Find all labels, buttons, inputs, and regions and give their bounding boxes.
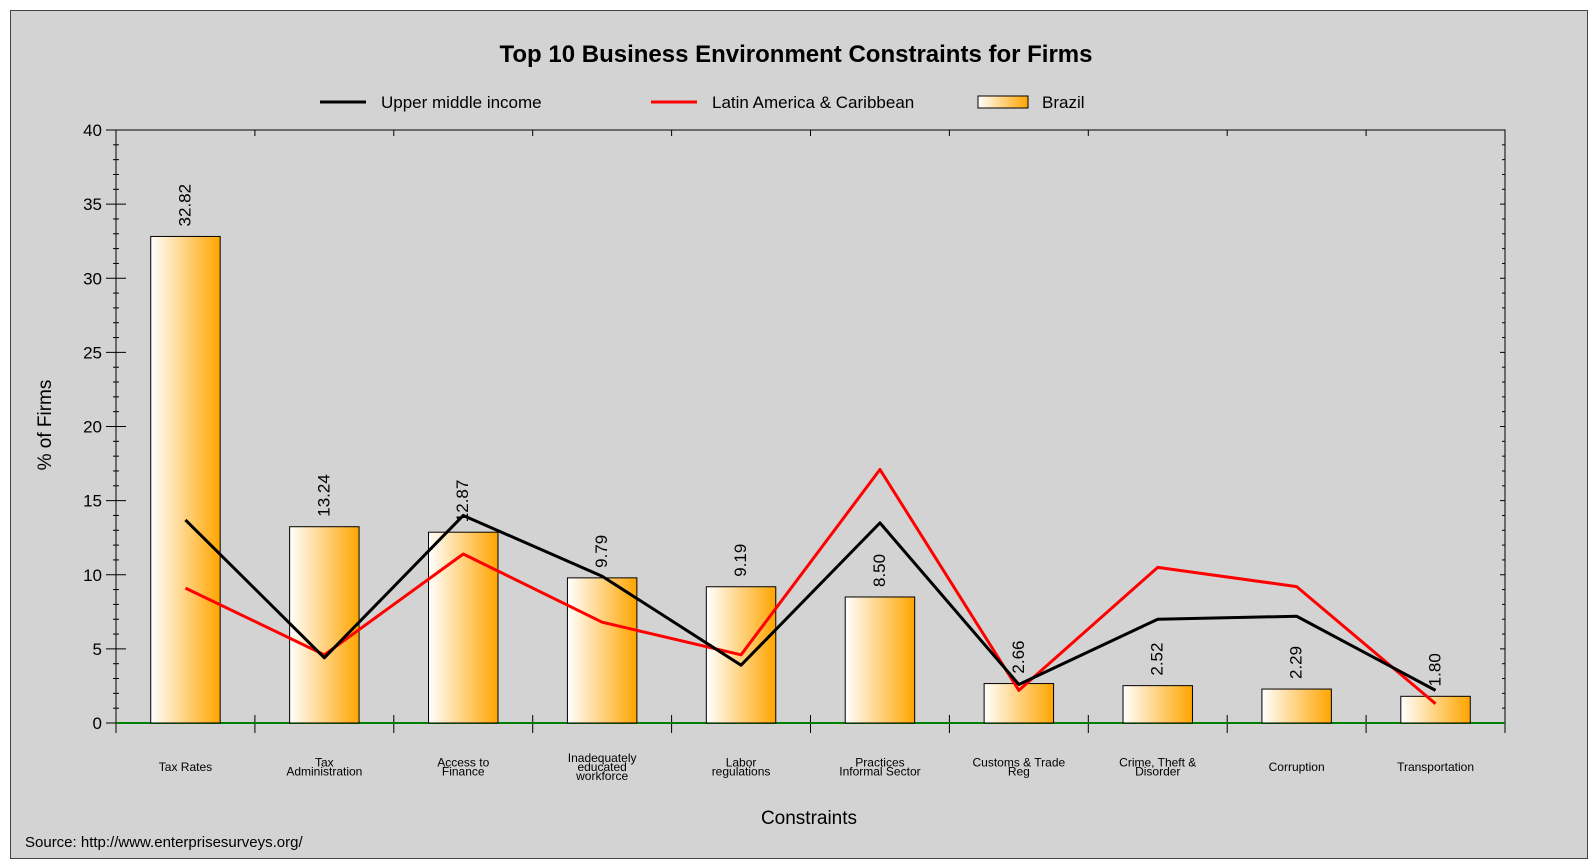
x-tick-label: Customs & Trade (972, 756, 1065, 770)
source-note: Source: http://www.enterprisesurveys.org… (25, 834, 303, 851)
bar-brazil (1122, 685, 1193, 724)
x-tick-label: Tax (315, 756, 334, 770)
y-axis-label: % of Firms (35, 380, 56, 471)
x-tick-label: Informal Sector (839, 765, 920, 779)
bar-data-label: 2.29 (1287, 646, 1306, 679)
legend-label-upper-middle-income: Upper middle income (381, 93, 542, 112)
line-upper-middle-income (184, 513, 1437, 692)
bars (150, 235, 1471, 724)
x-tick-label: educated (577, 760, 626, 774)
legend-label-brazil: Brazil (1042, 93, 1085, 112)
x-tick-label: Reg (1008, 765, 1030, 779)
chart-title: Top 10 Business Environment Constraints … (500, 41, 1093, 68)
chart-svg: Top 10 Business Environment Constraints … (25, 41, 1506, 851)
x-tick-label: Labor (726, 756, 757, 770)
legend-label-latin-america: Latin America & Caribbean (712, 93, 914, 112)
bar-brazil (1261, 688, 1332, 724)
x-tick-label: Administration (286, 765, 362, 779)
bar-data-label: 12.87 (453, 480, 472, 523)
y-tick-label: 40 (83, 121, 102, 140)
bar-data-label: 2.66 (1009, 640, 1028, 673)
y-tick-label: 10 (83, 566, 102, 585)
bar-data-label: 1.80 (1426, 653, 1445, 686)
y-tick-label: 15 (83, 492, 102, 511)
legend: Upper middle income Latin America & Cari… (320, 93, 1085, 112)
y-tick-label: 30 (83, 269, 102, 288)
y-tick-label: 0 (93, 714, 102, 733)
x-axis-label: Constraints (761, 808, 857, 829)
bar-brazil (428, 531, 499, 724)
bar-data-label: 2.52 (1148, 643, 1167, 676)
data-labels: 32.82 13.24 12.87 9.79 9.19 8.50 2.66 2.52 2.29 1… (175, 184, 1444, 686)
y-tick-label: 20 (83, 418, 102, 437)
x-tick-label: Access to (437, 756, 489, 770)
x-tick-label: Finance (442, 765, 485, 779)
x-tick-label: workforce (575, 769, 628, 783)
x-tick-label: Tax Rates (159, 760, 212, 774)
x-tick-label: Disorder (1135, 765, 1180, 779)
x-tick-label: Corruption (1269, 760, 1325, 774)
bar-data-label: 9.19 (731, 544, 750, 577)
bar-data-label: 13.24 (314, 474, 333, 517)
bar-brazil (566, 577, 638, 724)
x-tick-label: Transportation (1397, 760, 1474, 774)
x-tick-label: Practices (855, 756, 904, 770)
y-tick-label: 5 (93, 640, 102, 659)
bar-brazil (844, 596, 916, 724)
line-latin-america-caribbean (184, 467, 1437, 705)
bar-data-label: 32.82 (175, 184, 194, 227)
x-tick-label: Crime, Theft & (1119, 756, 1196, 770)
y-tick-label: 25 (83, 343, 102, 362)
x-tick-label: regulations (712, 765, 771, 779)
x-tick-label: Inadequately (568, 751, 637, 765)
bar-data-label: 8.50 (870, 554, 889, 587)
bar-brazil (289, 526, 360, 724)
bar-brazil (150, 235, 221, 724)
lines (184, 467, 1437, 705)
chart-frame: Top 10 Business Environment Constraints … (10, 10, 1588, 859)
bar-brazil (1400, 695, 1471, 724)
legend-swatch-brazil (977, 95, 1029, 109)
bar-data-label: 9.79 (592, 535, 611, 568)
y-tick-label: 35 (83, 195, 102, 214)
axes: 0 5 10 15 20 25 30 35 40 Tax Rates TaxAdministrati… (83, 121, 1506, 783)
